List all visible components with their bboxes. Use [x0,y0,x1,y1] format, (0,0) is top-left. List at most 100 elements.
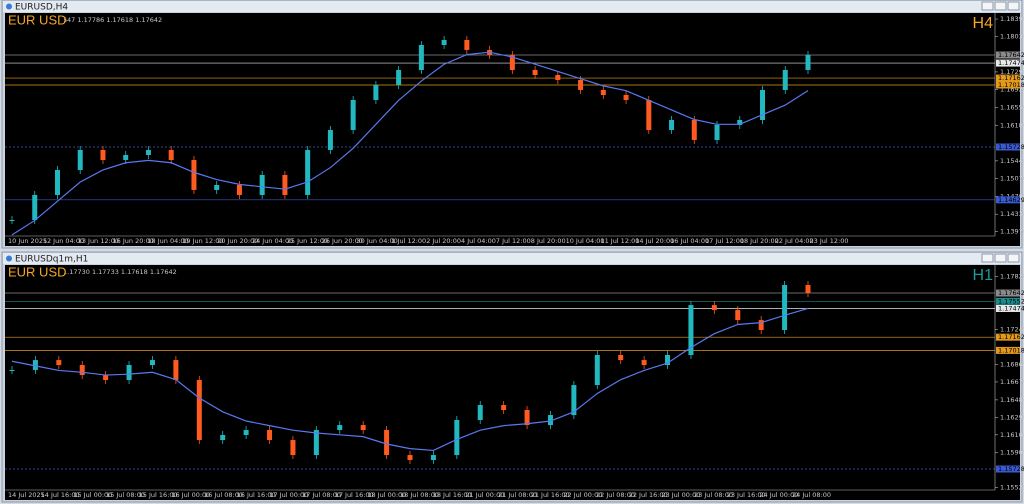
chart-area [5,13,1020,246]
time-label: 7 Jul 12:00 [496,237,531,245]
time-label: 30 Jun 04:00 [357,237,398,245]
candle [384,430,390,456]
candle [758,320,764,330]
time-label: 22 Jul 04:00 [775,237,814,245]
chart-area [5,265,1020,500]
window-button-max[interactable] [994,253,1007,263]
y-tick-label: 1.16920 [1000,86,1024,94]
price-level-label: 1.17474 [998,304,1024,312]
candle [501,405,507,410]
window-icon [6,3,12,10]
window-button-max[interactable] [994,1,1007,11]
time-label: 25 Jun 12:00 [287,237,328,245]
time-label: 17 Jul 08:00 [302,491,341,499]
time-label: 23 Jul 00:00 [661,491,700,499]
candle [220,434,226,441]
y-tick-label: 1.17245 [1000,326,1024,334]
symbol-label: EUR USD [8,12,67,27]
time-label: 18 Jul 20:00 [740,237,779,245]
time-label: 11 Jul 12:00 [600,237,639,245]
candle [735,310,741,321]
time-label: 15 Jul 08:00 [106,491,145,499]
time-label: 15 Jul 00:00 [73,491,112,499]
candle [168,149,174,160]
title-bar [3,253,1021,264]
candle [711,305,717,311]
candle [123,154,129,160]
price-level-label: 1.17642 [998,51,1024,59]
price-level-label: 1.17642 [998,289,1024,297]
time-label: 1 Jul 12:00 [391,237,426,245]
candle [782,69,788,90]
title-bar [3,1,1021,12]
candle [407,455,413,461]
time-label: 23 Jul 12:00 [810,237,849,245]
y-tick-label: 1.18390 [1000,15,1024,23]
time-label: 14 Jul 16:00 [41,491,80,499]
candle [688,305,694,356]
candle [805,285,811,294]
candle [243,430,249,435]
candle [464,40,470,51]
price-level-label: 1.17018 [998,81,1024,89]
y-tick-label: 1.16865 [1000,360,1024,368]
time-label: 23 Jul 16:00 [727,491,766,499]
y-tick-label: 1.16100 [1000,431,1024,439]
candle [782,285,788,330]
candle [737,119,743,125]
y-tick-label: 1.16180 [1000,121,1024,129]
price-level-label: 1.17474 [998,59,1024,67]
time-label: 21 Jul 00:00 [465,491,504,499]
candle [173,360,179,381]
candle [145,149,151,155]
price-level-tag [996,333,1020,341]
time-label: 21 Jul 16:00 [531,491,570,499]
price-level-tag [996,74,1020,82]
price-level-tag [996,51,1020,59]
candle [396,69,402,85]
candle [149,360,155,366]
candle [578,79,584,90]
candle [547,415,553,426]
candle [56,360,62,366]
candle [54,169,60,195]
candle [441,40,447,46]
window-button-min[interactable] [981,1,994,11]
candle [373,84,379,100]
price-level-label: 1.17162 [998,333,1024,341]
candle [669,119,675,130]
chart-window: EURUSDq1m,H1 EURUSDq1m,H1 1.17730 1.17733… [1,251,1024,503]
candle [524,409,530,426]
candle [305,149,311,195]
price-level-tag [996,59,1020,67]
window-title: EURUSD,H4 [15,3,68,13]
price-level-tag [996,346,1020,354]
y-tick-label: 1.16675 [1000,378,1024,386]
candle [641,360,647,366]
price-level-label: 1.15728 [998,143,1024,151]
window-button-close[interactable] [1007,1,1020,11]
y-tick-label: 1.15070 [1000,175,1024,183]
candle [532,69,538,75]
candle [103,375,109,381]
price-level-label: 1.17162 [998,74,1024,82]
candle [477,405,483,421]
timeframe-label: H4 [973,15,994,32]
time-label: 4 Jul 04:00 [461,237,496,245]
time-label: 18 Jul 16:00 [433,491,472,499]
window-button-min[interactable] [981,253,994,263]
candle [600,89,606,95]
window-button-close[interactable] [1007,253,1020,263]
y-tick-label: 1.15905 [1000,449,1024,457]
candle [79,365,85,376]
time-label: 16 Jul 16:00 [237,491,276,499]
candle [360,425,366,431]
candle [77,149,83,170]
price-level-tag [996,465,1020,473]
candle [126,365,132,381]
time-label: 16 Jul 08:00 [204,491,243,499]
price-level-tag [996,81,1020,89]
time-label: 22 Jul 08:00 [596,491,635,499]
candle [32,360,38,370]
